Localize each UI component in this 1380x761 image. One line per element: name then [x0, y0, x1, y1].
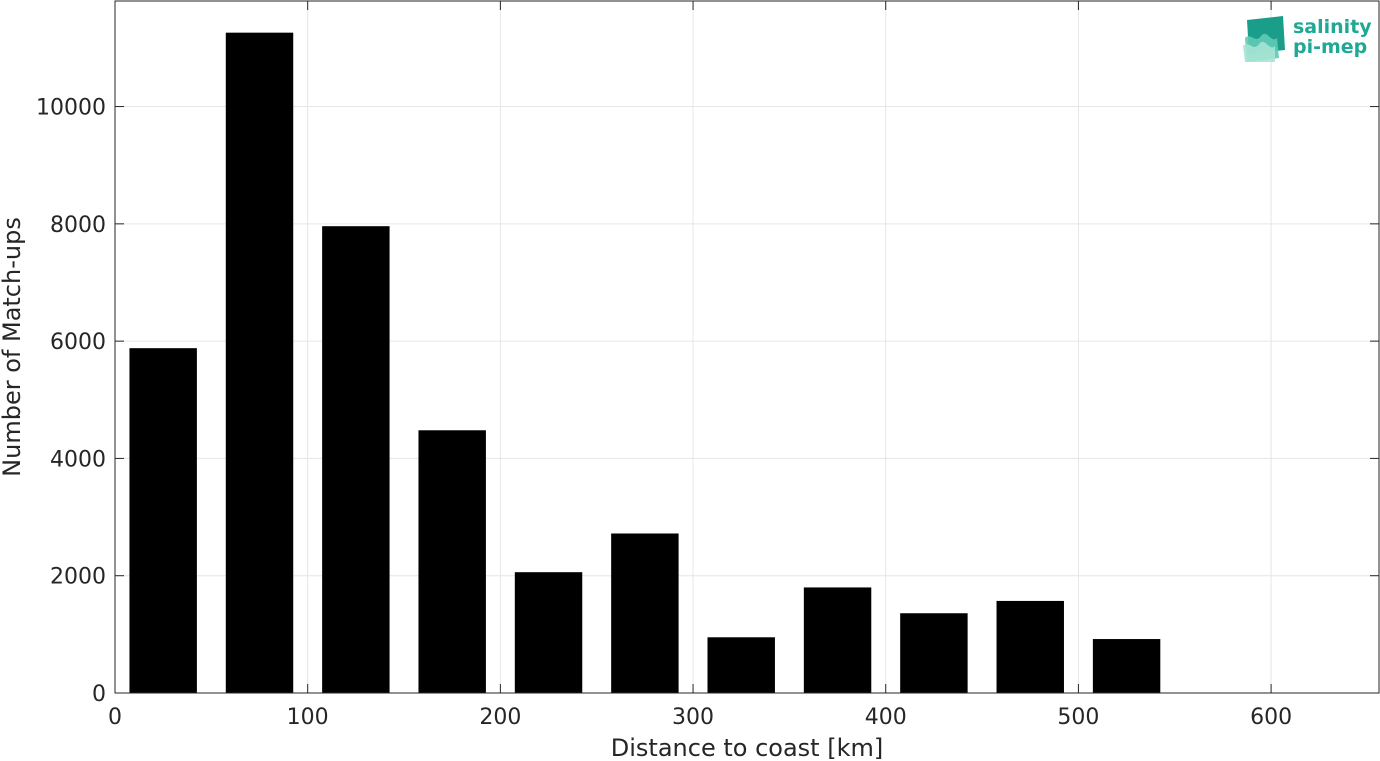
x-tick-label: 100 — [287, 705, 329, 730]
bar — [514, 572, 583, 693]
plot-frame — [114, 0, 1380, 694]
y-tick-label: 4000 — [50, 447, 106, 472]
x-tick-labels: 0 100 200 300 400 500 600 — [108, 705, 1292, 730]
y-tick-label: 0 — [92, 682, 106, 707]
x-tick-label: 600 — [1250, 705, 1292, 730]
logo-text-pimep: pi-mep — [1293, 36, 1367, 58]
bar — [707, 637, 775, 693]
wave-logo-icon — [1243, 16, 1285, 62]
bar — [129, 348, 197, 693]
x-axis-label: Distance to coast [km] — [611, 734, 883, 761]
bar — [322, 226, 390, 693]
x-tick-label: 500 — [1057, 705, 1099, 730]
x-tick-label: 0 — [108, 705, 122, 730]
tick-marks — [114, 1, 1379, 694]
bar — [996, 600, 1064, 693]
bars — [129, 32, 1353, 694]
grid-lines — [114, 1, 1379, 694]
bar — [803, 587, 872, 693]
bar — [418, 430, 486, 693]
x-tick-label: 200 — [479, 705, 521, 730]
y-tick-label: 2000 — [50, 565, 106, 590]
bar — [900, 613, 968, 693]
y-tick-label: 6000 — [50, 330, 106, 355]
y-tick-label: 10000 — [36, 96, 106, 121]
logo-text-salinity: salinity — [1293, 16, 1372, 38]
salinity-pimep-logo: salinity pi-mep — [1243, 16, 1372, 62]
y-tick-label: 8000 — [50, 213, 106, 238]
x-tick-label: 300 — [672, 705, 714, 730]
y-axis-label: Number of Match-ups — [0, 217, 26, 477]
bar — [1092, 639, 1161, 693]
bar — [225, 32, 294, 694]
y-tick-labels: 0 2000 4000 6000 8000 10000 — [36, 96, 106, 707]
x-tick-label: 400 — [865, 705, 907, 730]
bar — [611, 533, 679, 693]
